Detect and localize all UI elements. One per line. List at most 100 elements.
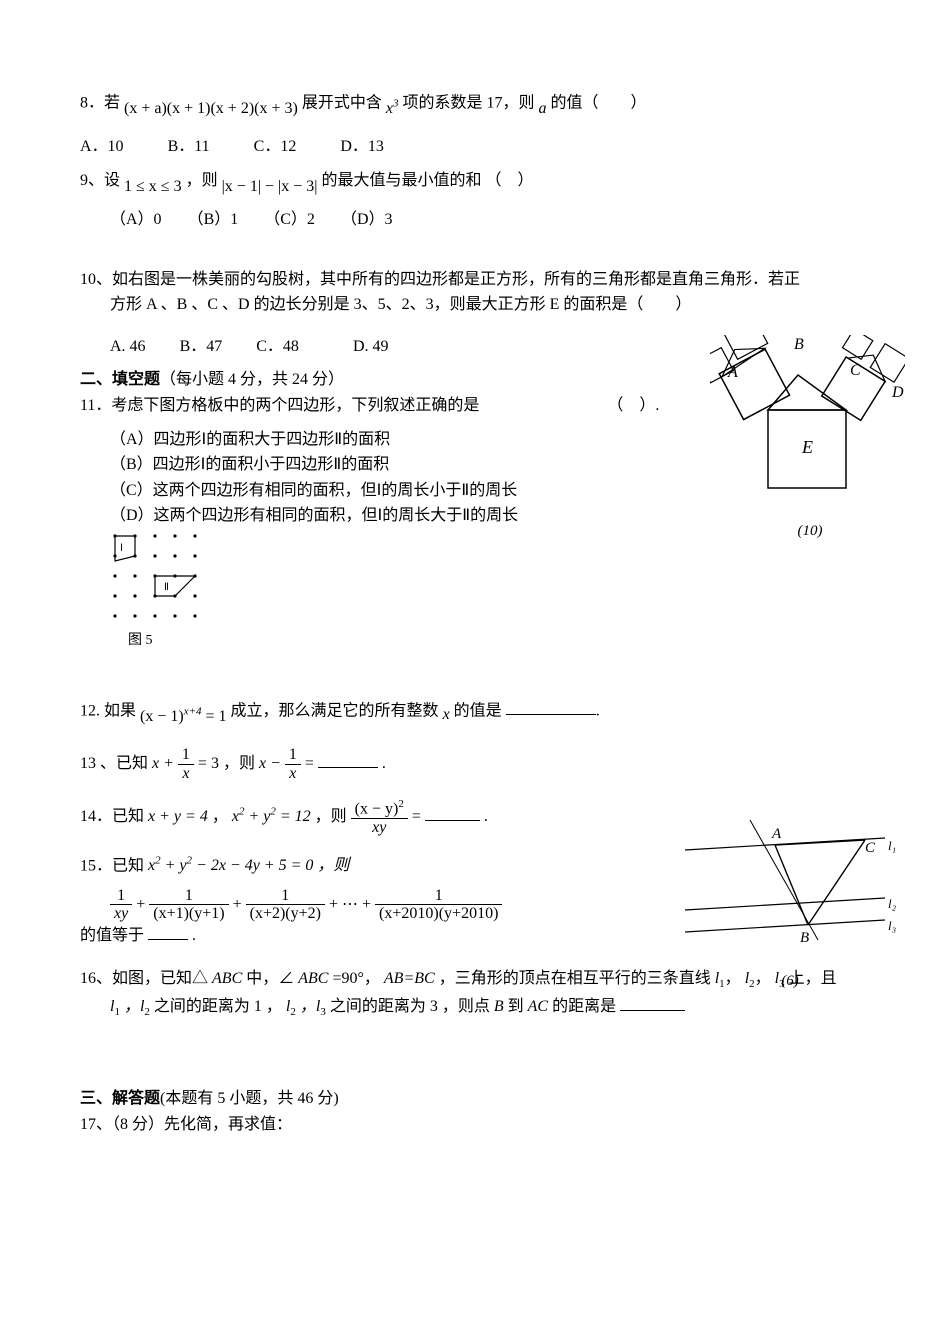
q16-tail: 的距离是 [552,998,616,1015]
question-13: 13 、已知 x + 1x = 3 ，则 x − 1x = . [80,746,870,782]
q15-t3: 1(x+2)(y+2) [246,887,325,923]
svg-text:l₁: l₁ [888,838,896,853]
svg-text:l₂: l₂ [888,896,897,911]
q11-paren: （ ）. [607,397,659,414]
q14-pre: 14．已知 [80,808,148,825]
q16-mid2: =90°， [332,970,379,987]
figure-10: A B C D E (10) [710,335,910,543]
q16-pre: 16、如图，已知△ [80,970,208,987]
question-17: 17、（8 分）先化简，再求值： [80,1112,870,1138]
q8-opt-a: A．10 [80,134,124,160]
q16-mid3: ，三角形的顶点在相互平行的三条直线 [439,970,715,987]
q14-eq: = [412,808,421,825]
q9-expr: |x − 1| − |x − 3| [222,178,318,195]
figure-6-svg: A C B l₁ l₂ l₃ [680,810,900,960]
svg-text:B: B [794,336,804,353]
figure-5-label: 图 5 [128,630,870,652]
q15-expr: x2 + y2 − 2x − 4y + 5 = 0 ，则 [148,857,349,874]
svg-text:A: A [771,826,782,842]
q13-blank [318,751,378,768]
q10-opt-a: A. 46 [110,334,146,360]
q13-frac2: 1x [285,746,301,782]
svg-text:D: D [891,384,904,401]
q8-opt-d: D．13 [340,134,384,160]
q8-tail: 的值（ ） [550,94,646,111]
figure-6-caption: (6) [680,969,900,993]
q15-period: . [192,927,196,944]
q10-opt-b: B．47 [180,334,223,360]
q16-dist2: 之间的距离为 3 ，则点 [330,998,494,1015]
q16-mid1: 中，∠ [246,970,294,987]
q10-line2: 方形 A 、B 、C 、D 的边长分别是 3、5、2、3，则最大正方形 E 的面… [80,292,870,318]
svg-text:E: E [801,437,813,457]
q12-pre: 12. 如果 [80,702,140,719]
svg-text:C: C [865,840,876,856]
q16-eq: AB=BC [384,970,435,987]
q15-tn: 1(x+2010)(y+2010) [375,887,502,923]
q14-tail: . [484,808,488,825]
q16-toAC: 到 [508,998,528,1015]
q16-dist1: 之间的距离为 1 ， [154,998,282,1015]
q8-prefix: 8．若 [80,94,124,111]
q15-tail: 的值等于 [80,927,144,944]
q11-line: 11．考虑下图方格板中的两个四边形，下列叙述正确的是 [80,397,479,414]
q13-frac1: 1x [178,746,194,782]
q13-pre: 13 、已知 [80,755,152,772]
figure-5-svg: Ⅰ Ⅱ [110,531,200,621]
question-10: 10、如右图是一株美丽的勾股树，其中所有的四边形都是正方形，所有的三角形都是直角… [80,267,870,318]
q13-eq2: = [305,755,314,772]
q9-prefix: 9、设 [80,172,124,189]
q9-opt-d: （D）3 [341,207,393,233]
q13-lhs-r: x − [259,755,281,772]
q9-tail: 的最大值与最小值的和 （ ） [321,172,533,189]
svg-text:B: B [800,930,809,946]
q8-options: A．10 B．11 C．12 D．13 [80,134,870,160]
svg-text:Ⅱ: Ⅱ [164,582,169,593]
q12-blank [506,698,596,715]
q14-mid: ，则 [315,808,351,825]
q10-line1: 10、如右图是一株美丽的勾股树，其中所有的四边形都是正方形，所有的三角形都是直角… [80,267,870,293]
q9-mid: ，则 [186,172,222,189]
q16-AC: AC [528,998,548,1015]
q14-sep1: ， [212,808,228,825]
q10-opt-d: D. 49 [353,334,389,360]
q8-expr: (x + a)(x + 1)(x + 2)(x + 3) [124,100,298,117]
q9-opt-c: （C）2 [264,207,315,233]
svg-text:Ⅰ: Ⅰ [120,543,123,554]
question-8: 8．若 (x + a)(x + 1)(x + 2)(x + 3) 展开式中含 x… [80,90,870,116]
q13-lhs-l: x + [152,755,174,772]
q9-options: （A）0 （B）1 （C）2 （D）3 [80,207,870,233]
section-3-note: (本题有 5 小题，共 46 分) [160,1090,339,1107]
q9-opt-b: （B）1 [188,207,239,233]
figure-5: Ⅰ Ⅱ 图 5 [80,531,870,652]
section-2-title: 二、填空题 [80,371,160,388]
q15-dots: + ⋯ + [329,895,375,912]
figure-6: A C B l₁ l₂ l₃ (6) [680,810,900,993]
q13-tail: . [382,755,386,772]
q8-mid2: 项的系数是 17，则 [402,94,538,111]
q15-t1: 1xy [110,887,132,923]
svg-text:A: A [727,364,738,381]
q14-c1: x + y = 4 [148,808,208,825]
q8-term: x3 [386,100,399,117]
q15-t2: 1(x+1)(y+1) [149,887,228,923]
q10-opt-c: C．48 [256,334,299,360]
q12-expr: (x − 1)x+4 = 1 [140,708,231,725]
question-12: 12. 如果 (x − 1)x+4 = 1 成立，那么满足它的所有整数 x 的值… [80,698,870,724]
section-3-title: 三、解答题 [80,1090,160,1107]
q15-blank [148,923,188,940]
q13-eq1: = 3 ，则 [198,755,259,772]
q8-mid1: 展开式中含 [302,94,386,111]
svg-text:l₃: l₃ [888,918,896,933]
q14-c2: x2 + y2 = 12 [232,808,315,825]
q9-cond: 1 ≤ x ≤ 3 [124,178,182,195]
section-3-header: 三、解答题(本题有 5 小题，共 46 分) [80,1086,870,1112]
section-2-note: （每小题 4 分，共 24 分） [160,371,344,388]
q16-blank [620,994,685,1011]
q12-tail: 的值是 [454,702,502,719]
q12-var: x [443,706,450,723]
q14-blank [425,804,480,821]
q12-mid: 成立，那么满足它的所有整数 [231,702,443,719]
q8-opt-b: B．11 [168,134,210,160]
figure-10-svg: A B C D E [710,335,905,510]
